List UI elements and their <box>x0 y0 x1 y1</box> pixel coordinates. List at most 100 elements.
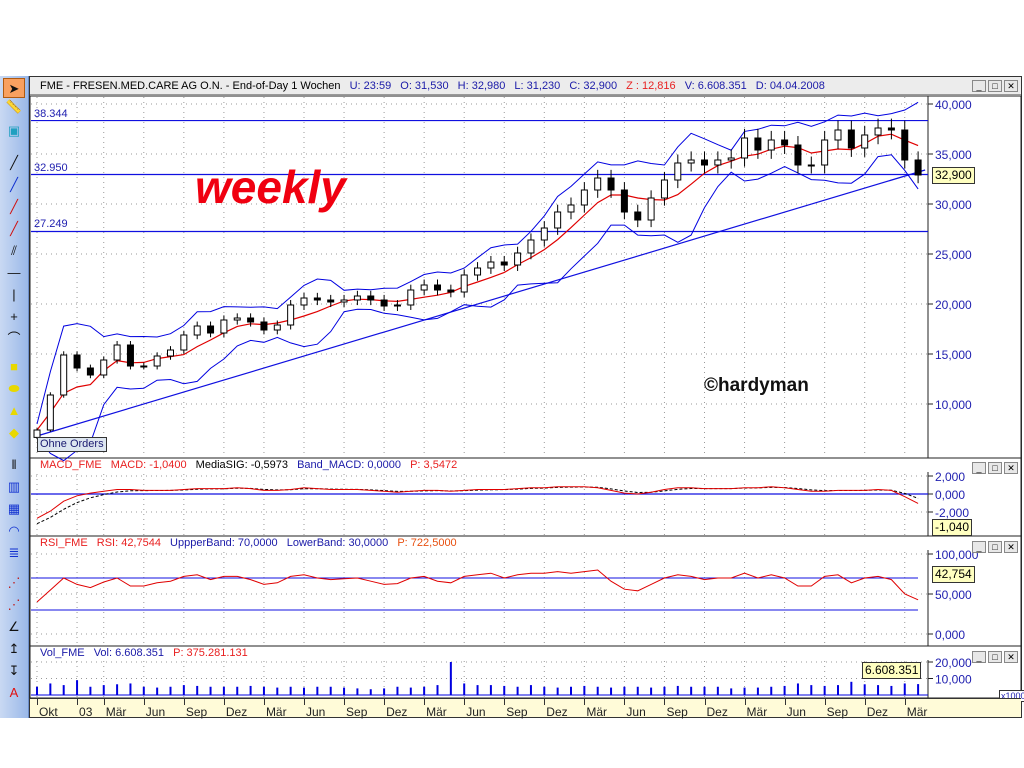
close-icon[interactable]: ✕ <box>1004 541 1018 553</box>
candle-body <box>287 304 295 326</box>
curve-icon[interactable]: ⌒ <box>7 330 21 346</box>
maximize-icon[interactable]: □ <box>988 541 1002 553</box>
date-axis-label: Mär <box>105 705 127 719</box>
macd-band-value: Band_MACD: 0,0000 <box>297 459 402 471</box>
arrow-down-icon[interactable]: ↧ <box>8 662 20 678</box>
minimize-icon[interactable]: _ <box>972 651 986 663</box>
candle-body <box>126 344 134 367</box>
maximize-icon[interactable]: □ <box>988 80 1002 92</box>
axis-tick-label: 25,000 <box>935 248 972 262</box>
rsi-lower-band: LowerBand: 30,0000 <box>286 537 389 549</box>
arrow-cursor-icon[interactable]: ➤ <box>3 78 25 98</box>
candle-body <box>447 289 455 293</box>
time-value: U: 23:59 <box>349 80 392 92</box>
vertical-line-icon[interactable]: | <box>12 286 16 302</box>
angle-icon[interactable]: ∠ <box>8 618 20 634</box>
candle-body <box>914 159 922 176</box>
line-icon[interactable]: ╱ <box>10 154 18 170</box>
rectangle-icon[interactable]: ■ <box>10 358 18 374</box>
date-axis-tick <box>103 699 105 705</box>
date-axis-tick <box>904 699 906 705</box>
date-axis-label: Jun <box>466 705 486 719</box>
candle-body <box>687 159 695 164</box>
dotted-line-icon[interactable]: ⋰ <box>7 574 21 590</box>
date-axis-tick <box>384 699 386 705</box>
axis-tick-label: 10,000 <box>935 398 972 412</box>
date-axis-tick <box>464 699 466 705</box>
date-axis-tick <box>344 699 346 705</box>
candle-body <box>220 319 228 334</box>
date-axis-label: Sep <box>506 705 528 719</box>
diamond-icon[interactable]: ◆ <box>9 424 19 440</box>
four-columns-icon[interactable]: ▥ <box>7 478 21 494</box>
text-a-icon[interactable]: A <box>9 684 19 700</box>
symbol-title: FME - FRESEN.MED.CARE AG O.N. - End-of-D… <box>40 80 341 92</box>
ohne-orders-label[interactable]: Ohne Orders <box>37 437 107 452</box>
axis-tick-label: 10,000 <box>935 673 972 687</box>
candle-body <box>474 267 482 276</box>
triangle-icon[interactable]: ▲ <box>7 402 21 418</box>
date-axis-label: 03 <box>79 705 93 719</box>
candle-body <box>434 284 441 291</box>
candle-body <box>634 211 642 221</box>
candle-body <box>554 211 562 229</box>
dotted-lines-icon[interactable]: ⋰ <box>7 596 21 612</box>
date-axis-tick <box>744 699 746 705</box>
date-axis-tick <box>784 699 786 705</box>
current-rsi-marker: 42,754 <box>932 566 975 583</box>
ruler-icon[interactable]: 📏 <box>5 98 23 114</box>
date-axis-label: Sep <box>826 705 848 719</box>
bollinger-lower-band <box>36 154 919 462</box>
bollinger-upper-band <box>36 101 919 425</box>
line-blue-icon[interactable]: ╱ <box>10 176 18 192</box>
horizontal-line-icon[interactable]: — <box>7 264 21 280</box>
maximize-icon[interactable]: □ <box>988 651 1002 663</box>
open-value: O: 31,530 <box>400 80 449 92</box>
candle-body <box>207 325 215 334</box>
fill-rectangle-icon[interactable]: ▣ <box>7 122 21 138</box>
macd-window-buttons: _ □ ✕ <box>972 462 1018 474</box>
two-columns-icon[interactable]: ‖ <box>11 456 17 472</box>
candle-body <box>367 295 375 301</box>
close-value: C: 32,900 <box>569 80 618 92</box>
main-panel-window-buttons: _ □ ✕ <box>972 80 1018 92</box>
candle-body <box>887 127 895 131</box>
minimize-icon[interactable]: _ <box>972 462 986 474</box>
candle-body <box>874 127 882 136</box>
date-axis[interactable]: Okt 03 Mär Jun Sep Dez Mär Jun Sep Dez Mär Jun Sep De… <box>30 698 1021 719</box>
macd-header: MACD_FME MACD: -1,0400 MediaSIG: -0,5973… <box>40 459 463 471</box>
date-axis-tick <box>304 699 305 705</box>
text-lines-icon[interactable]: ≣ <box>8 544 20 560</box>
close-icon[interactable]: ✕ <box>1004 462 1018 474</box>
date-axis-tick <box>37 699 38 705</box>
candle-body <box>647 197 655 221</box>
minimize-icon[interactable]: _ <box>972 80 986 92</box>
current-price-marker: 32,900 <box>932 167 975 184</box>
close-icon[interactable]: ✕ <box>1004 80 1018 92</box>
date-axis-label: Dez <box>225 705 248 719</box>
date-axis-tick <box>544 699 546 705</box>
date-axis-tick <box>183 699 185 705</box>
candle-body <box>781 139 789 146</box>
line-red-icon[interactable]: ╱ <box>10 198 18 214</box>
date-axis-label: Sep <box>185 705 208 719</box>
maximize-icon[interactable]: □ <box>988 462 1002 474</box>
date-axis-label: Mär <box>586 705 608 719</box>
date-axis-tick <box>263 699 265 705</box>
macd-value: MACD: -1,0400 <box>110 459 187 471</box>
crosshair-icon[interactable]: + <box>10 308 18 324</box>
volume-window-buttons: _ □ ✕ <box>972 651 1018 663</box>
arcs-icon[interactable]: ◠ <box>8 522 20 538</box>
ellipse-icon[interactable]: ⬬ <box>8 380 20 396</box>
minimize-icon[interactable]: _ <box>972 541 986 553</box>
close-icon[interactable]: ✕ <box>1004 651 1018 663</box>
candle-body <box>460 274 468 293</box>
trendline <box>36 169 926 437</box>
line-red-blue-icon[interactable]: ╱ <box>10 220 18 236</box>
chart-image-icon[interactable]: ▦ <box>7 500 21 516</box>
arrow-up-icon[interactable]: ↥ <box>8 640 20 656</box>
parallel-lines-icon[interactable]: ⫽ <box>11 242 17 258</box>
candle-body <box>273 324 281 331</box>
current-macd-marker: -1,040 <box>932 519 973 536</box>
